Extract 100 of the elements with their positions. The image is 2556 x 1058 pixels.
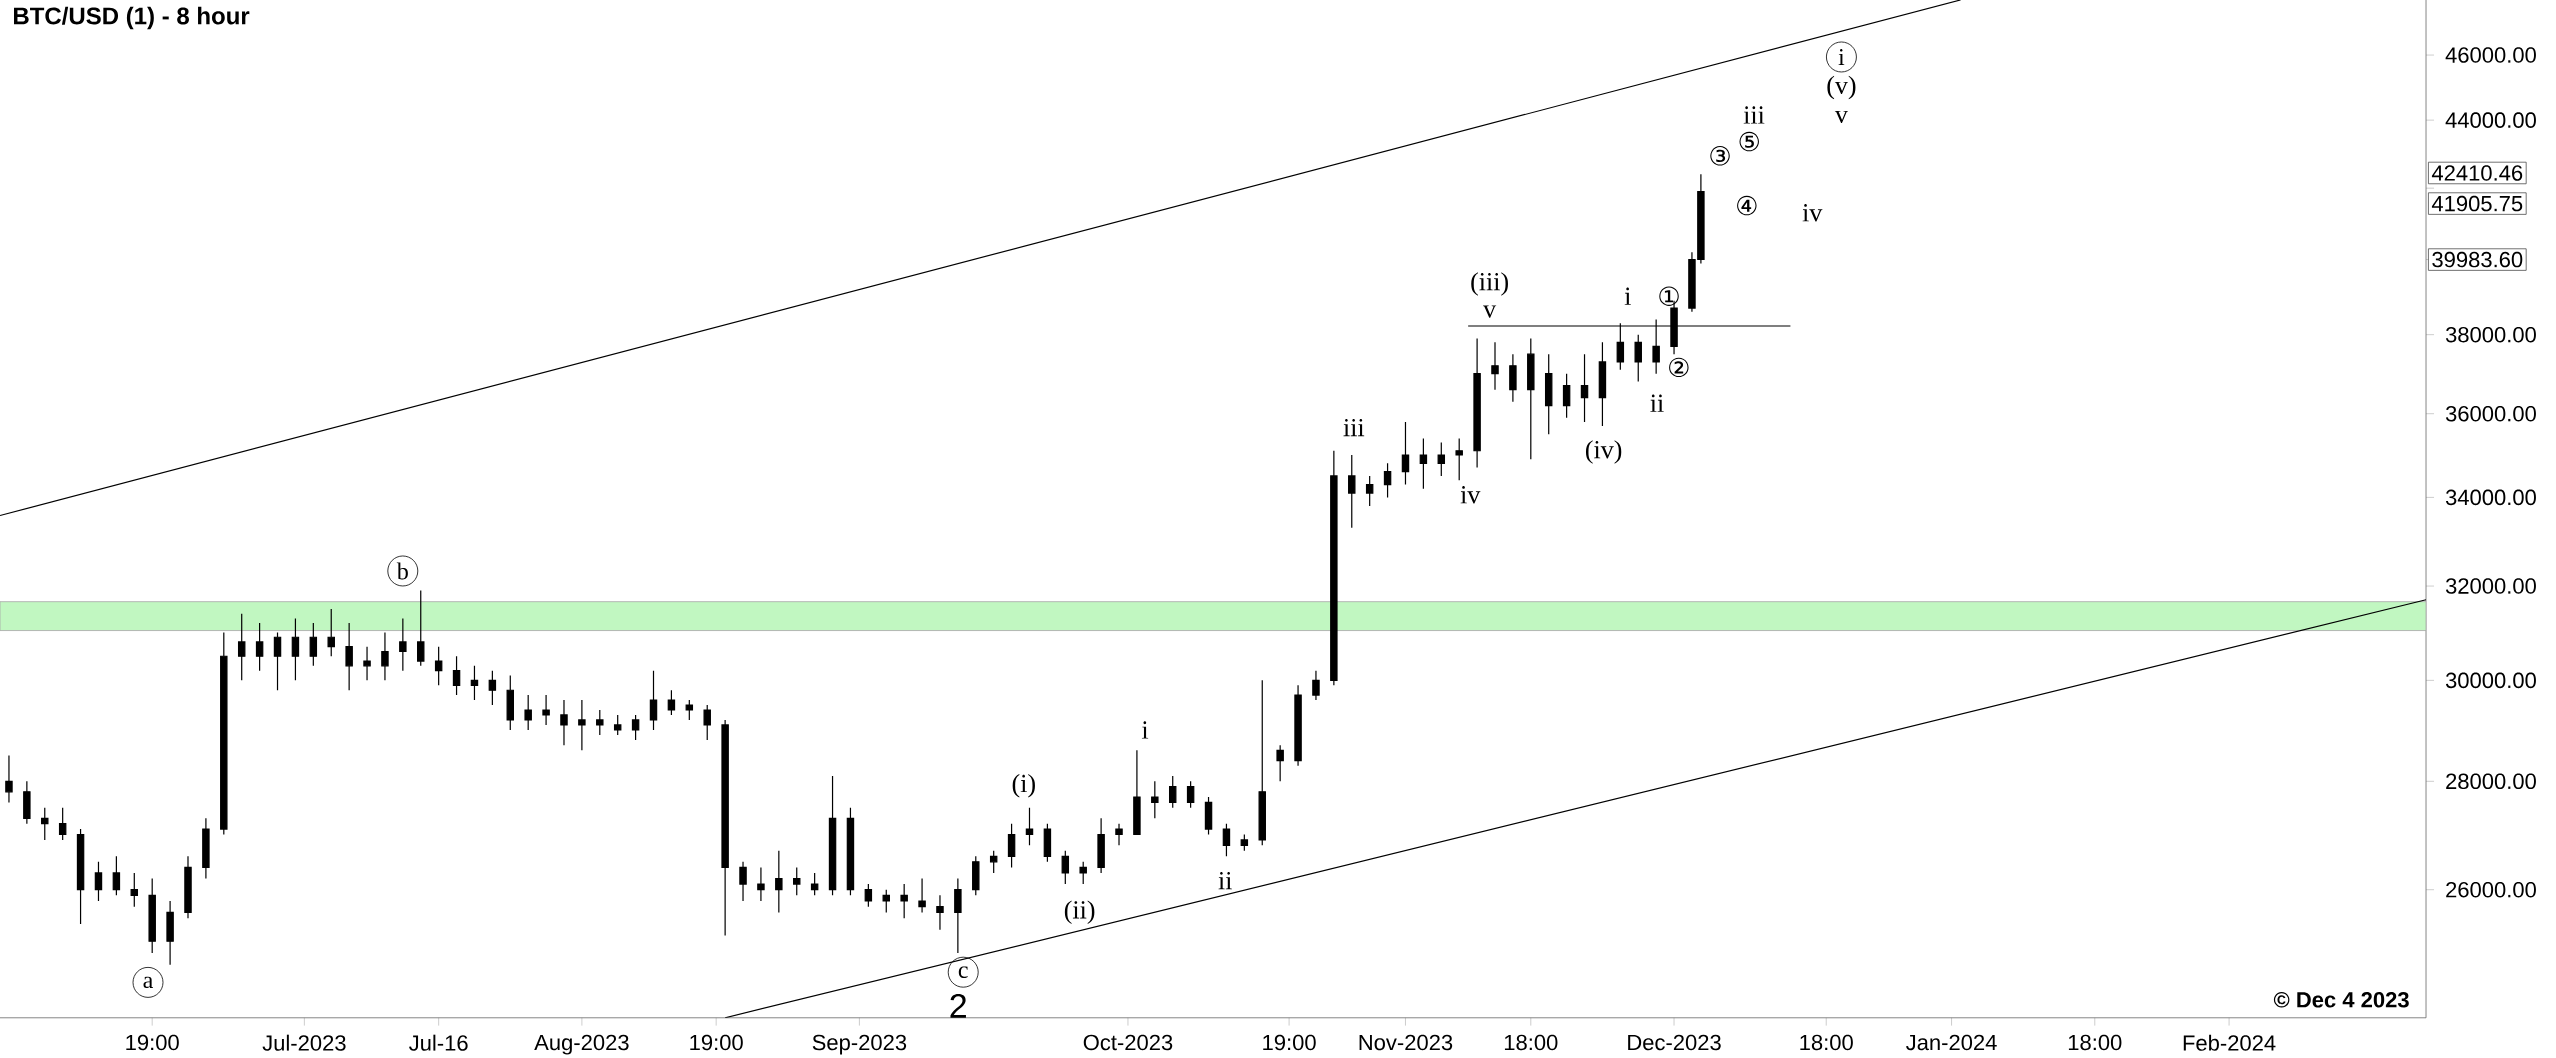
annotation: i xyxy=(1838,49,1845,65)
candlestick xyxy=(381,631,389,681)
candlestick xyxy=(1061,850,1070,885)
candlestick xyxy=(1419,437,1428,490)
annotation: (i) xyxy=(1012,774,1035,798)
x-tick-label: Nov-2023 xyxy=(1359,1034,1453,1051)
candlestick xyxy=(1562,373,1571,419)
annotation: iii xyxy=(1343,418,1365,437)
candlestick xyxy=(1186,780,1195,809)
candlestick xyxy=(41,807,49,841)
candlestick xyxy=(184,855,192,919)
candlestick xyxy=(130,872,139,908)
candlestick xyxy=(58,807,67,841)
annotation: iv xyxy=(1802,204,1823,222)
candlestick xyxy=(631,714,640,741)
candlestick xyxy=(273,631,282,691)
candlestick xyxy=(757,866,765,902)
x-tick-label: 18:00 xyxy=(2068,1034,2122,1051)
x-tick-label: Oct-2023 xyxy=(1083,1034,1173,1051)
annotation: ① xyxy=(1659,286,1679,306)
candlestick xyxy=(1276,744,1284,782)
y-tick-label: 44000.00 xyxy=(2445,112,2536,128)
candlestick xyxy=(882,889,890,913)
candlestick xyxy=(578,699,586,751)
text: 42410.46 xyxy=(2431,165,2523,181)
candlestick xyxy=(417,590,425,667)
candlestick xyxy=(972,855,980,896)
candlestick xyxy=(721,719,729,936)
annotation: c xyxy=(958,966,968,978)
candlestick xyxy=(506,674,514,731)
candlestick xyxy=(918,877,926,913)
candlestick xyxy=(363,646,371,681)
candlestick xyxy=(667,689,676,716)
y-tick-label: 32000.00 xyxy=(2445,578,2536,594)
candlestick xyxy=(1294,684,1302,767)
candlestick xyxy=(1634,334,1642,383)
x-tick-label: Jan-2024 xyxy=(1906,1034,1997,1051)
chart-title: BTC/USD (1) - 8 hour xyxy=(14,6,250,30)
candlestick xyxy=(1527,337,1535,460)
text: 39983.60 xyxy=(2432,251,2523,268)
x-tick-label: 19:00 xyxy=(1263,1034,1316,1051)
candlestick xyxy=(309,622,318,667)
annotation: i xyxy=(1141,721,1149,739)
x-tick-label: Feb-2024 xyxy=(2183,1034,2276,1051)
x-tick-label: Sep-2023 xyxy=(812,1034,907,1055)
candlestick xyxy=(828,775,837,896)
annotation: ③ xyxy=(1710,146,1730,166)
y-tick-label: 46000.00 xyxy=(2445,47,2536,63)
x-tick-label: 19:00 xyxy=(126,1034,179,1051)
candlestick xyxy=(1455,437,1463,481)
candlestick xyxy=(291,617,300,681)
candlestick xyxy=(1401,421,1410,486)
candlestick xyxy=(1115,823,1123,846)
x-tick-label: Dec-2023 xyxy=(1628,1034,1721,1051)
candlestick xyxy=(94,861,103,902)
x-tick-label: 19:00 xyxy=(690,1034,743,1051)
candlestick xyxy=(900,883,908,919)
candlestick xyxy=(1544,353,1553,435)
candlestick xyxy=(237,613,246,681)
candlestick xyxy=(434,646,443,686)
candlestick xyxy=(613,714,622,736)
candlestick xyxy=(1240,833,1249,852)
candlestick xyxy=(112,855,121,896)
candlestick xyxy=(1598,341,1607,427)
candlestick xyxy=(202,817,210,880)
candlestick xyxy=(936,894,944,931)
text: 41905.75 xyxy=(2431,195,2523,212)
candlestick xyxy=(1097,817,1105,874)
annotation: i xyxy=(1624,287,1631,305)
candlestick xyxy=(1258,679,1266,846)
candlestick xyxy=(685,699,694,721)
y-tick-label: 34000.00 xyxy=(2445,489,2536,506)
candlestick xyxy=(1383,462,1392,498)
candlestick xyxy=(399,617,407,672)
candlestick xyxy=(989,850,998,874)
annotation: iii xyxy=(1743,106,1765,124)
candlestick xyxy=(1168,775,1177,809)
annotation: ii xyxy=(1650,394,1664,412)
y-tick-label: 36000.00 xyxy=(2445,405,2536,422)
candlestick xyxy=(1330,450,1338,686)
y-tick-label: 26000.00 xyxy=(2446,881,2536,898)
candlestick xyxy=(1007,823,1016,869)
x-tick-label: Aug-2023 xyxy=(534,1034,629,1055)
candlestick xyxy=(864,883,873,908)
candlestick xyxy=(1365,475,1374,507)
candlestick xyxy=(23,780,31,825)
candlestick xyxy=(5,754,13,803)
candlestick xyxy=(524,694,532,731)
candlestick xyxy=(148,877,156,954)
candlestick xyxy=(649,670,658,731)
candlestick xyxy=(775,850,783,913)
candlestick xyxy=(1222,823,1231,857)
candlestick xyxy=(1043,823,1052,863)
y-tick-label: 30000.00 xyxy=(2445,672,2536,689)
annotation: ⑤ xyxy=(1739,131,1759,152)
candlestick xyxy=(1204,796,1213,836)
candlestick xyxy=(166,900,174,966)
annotation: a xyxy=(143,976,153,989)
candlestick xyxy=(1133,749,1141,836)
candlestick xyxy=(1348,454,1356,529)
